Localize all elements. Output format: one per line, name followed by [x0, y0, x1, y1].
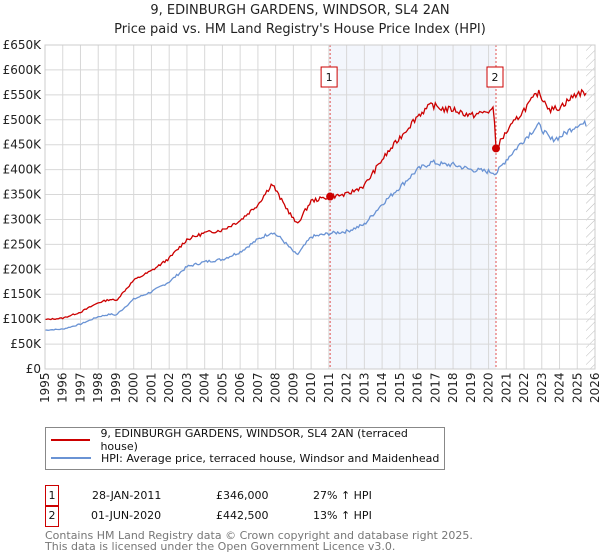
y-tick-label: £100K — [3, 312, 43, 326]
sale-label-box — [486, 66, 504, 88]
y-tick-label: £300K — [3, 212, 43, 226]
transaction-row: 1 28-JAN-2011 £346,000 27% ↑ HPI — [45, 485, 545, 507]
forecast-hatch — [586, 45, 595, 369]
x-tick-label: 2016 — [411, 372, 425, 403]
y-tick-label: £150K — [3, 287, 43, 301]
y-tick-label: £250K — [3, 237, 43, 251]
x-tick-label: 2024 — [553, 372, 567, 403]
legend: 9, EDINBURGH GARDENS, WINDSOR, SL4 2AN (… — [45, 427, 445, 470]
sale-label: 1 — [326, 71, 333, 84]
transaction-marker: 2 — [45, 505, 59, 527]
sale-label-box — [320, 66, 338, 88]
sale-point — [492, 144, 500, 153]
x-tick-label: 2004 — [198, 372, 212, 403]
legend-swatch-blue — [51, 457, 91, 459]
sale-label: 2 — [492, 71, 499, 84]
x-tick-label: 2018 — [446, 372, 460, 403]
y-tick-label: £550K — [3, 88, 43, 102]
x-tick-label: 2010 — [304, 372, 318, 403]
x-tick-label: 2001 — [144, 372, 158, 403]
legend-label: HPI: Average price, terraced house, Wind… — [101, 451, 440, 465]
x-tick-label: 2017 — [428, 372, 442, 403]
x-tick-label: 2012 — [340, 372, 354, 403]
chart-title: 9, EDINBURGH GARDENS, WINDSOR, SL4 2AN — [150, 3, 450, 18]
legend-label: 9, EDINBURGH GARDENS, WINDSOR, SL4 2AN (… — [100, 427, 408, 453]
transaction-delta: 13% ↑ HPI — [313, 509, 372, 522]
x-tick-label: 2023 — [535, 372, 549, 403]
y-tick-label: £400K — [3, 163, 43, 177]
x-tick-label: 1995 — [38, 372, 52, 403]
y-tick-label: £500K — [3, 113, 43, 127]
footer: Contains HM Land Registry data © Crown c… — [45, 530, 473, 552]
footer-licence: This data is licensed under the Open Gov… — [45, 540, 396, 553]
y-tick-label: £50K — [10, 337, 42, 351]
x-tick-label: 2025 — [570, 372, 584, 403]
y-tick-label: £200K — [3, 262, 43, 276]
x-tick-label: 2011 — [322, 372, 336, 403]
x-tick-label: 2002 — [162, 372, 176, 403]
x-tick-label: 2014 — [375, 372, 389, 403]
transaction-marker: 1 — [45, 485, 59, 507]
x-tick-label: 2009 — [286, 372, 300, 403]
footer-copyright: Contains HM Land Registry data © Crown c… — [45, 529, 473, 542]
y-tick-label: £650K — [3, 38, 43, 52]
x-tick-label: 1998 — [91, 372, 105, 403]
transaction-row: 2 01-JUN-2020 £442,500 13% ↑ HPI — [45, 505, 545, 527]
y-tick-label: £0 — [26, 362, 41, 376]
y-tick-label: £600K — [3, 63, 43, 77]
legend-item-hpi: HPI: Average price, terraced house, Wind… — [51, 450, 439, 466]
chart-subtitle: Price paid vs. HM Land Registry's House … — [114, 22, 486, 37]
x-tick-label: 1999 — [109, 372, 123, 403]
x-tick-label: 2008 — [269, 372, 283, 403]
legend-item-property: 9, EDINBURGH GARDENS, WINDSOR, SL4 2AN (… — [51, 427, 444, 453]
plot-border — [44, 44, 596, 370]
hpi-line — [44, 119, 587, 331]
property-price-line — [45, 88, 587, 321]
transaction-delta: 27% ↑ HPI — [313, 489, 372, 502]
transaction-price: £442,500 — [216, 509, 269, 522]
x-tick-label: 2020 — [482, 372, 496, 403]
x-tick-label: 2006 — [233, 372, 247, 403]
x-tick-label: 2019 — [464, 372, 478, 403]
x-tick-label: 2013 — [357, 372, 371, 403]
x-tick-label: 2003 — [180, 372, 194, 403]
transaction-date: 28-JAN-2011 — [92, 489, 162, 502]
x-tick-label: 2026 — [588, 372, 600, 403]
x-tick-label: 2015 — [393, 372, 407, 403]
sale-point — [326, 192, 335, 201]
price-chart: 1995 1996 1997 1998 1999 2000 2001 2002 2003 2004… — [3, 38, 600, 403]
transaction-price: £346,000 — [216, 489, 269, 502]
transaction-date: 01-JUN-2020 — [91, 509, 162, 522]
y-tick-label: £450K — [3, 138, 43, 152]
x-tick-label: 2007 — [251, 372, 265, 403]
shaded-period — [330, 45, 496, 369]
x-tick-label: 2022 — [517, 372, 531, 403]
x-tick-label: 2021 — [499, 372, 513, 403]
x-tick-label: 2005 — [215, 372, 229, 403]
x-tick-label: 1997 — [73, 372, 87, 403]
legend-swatch-red — [51, 439, 91, 441]
x-tick-label: 2000 — [127, 372, 141, 403]
x-tick-label: 1996 — [56, 372, 70, 403]
y-tick-label: £350K — [3, 188, 43, 202]
